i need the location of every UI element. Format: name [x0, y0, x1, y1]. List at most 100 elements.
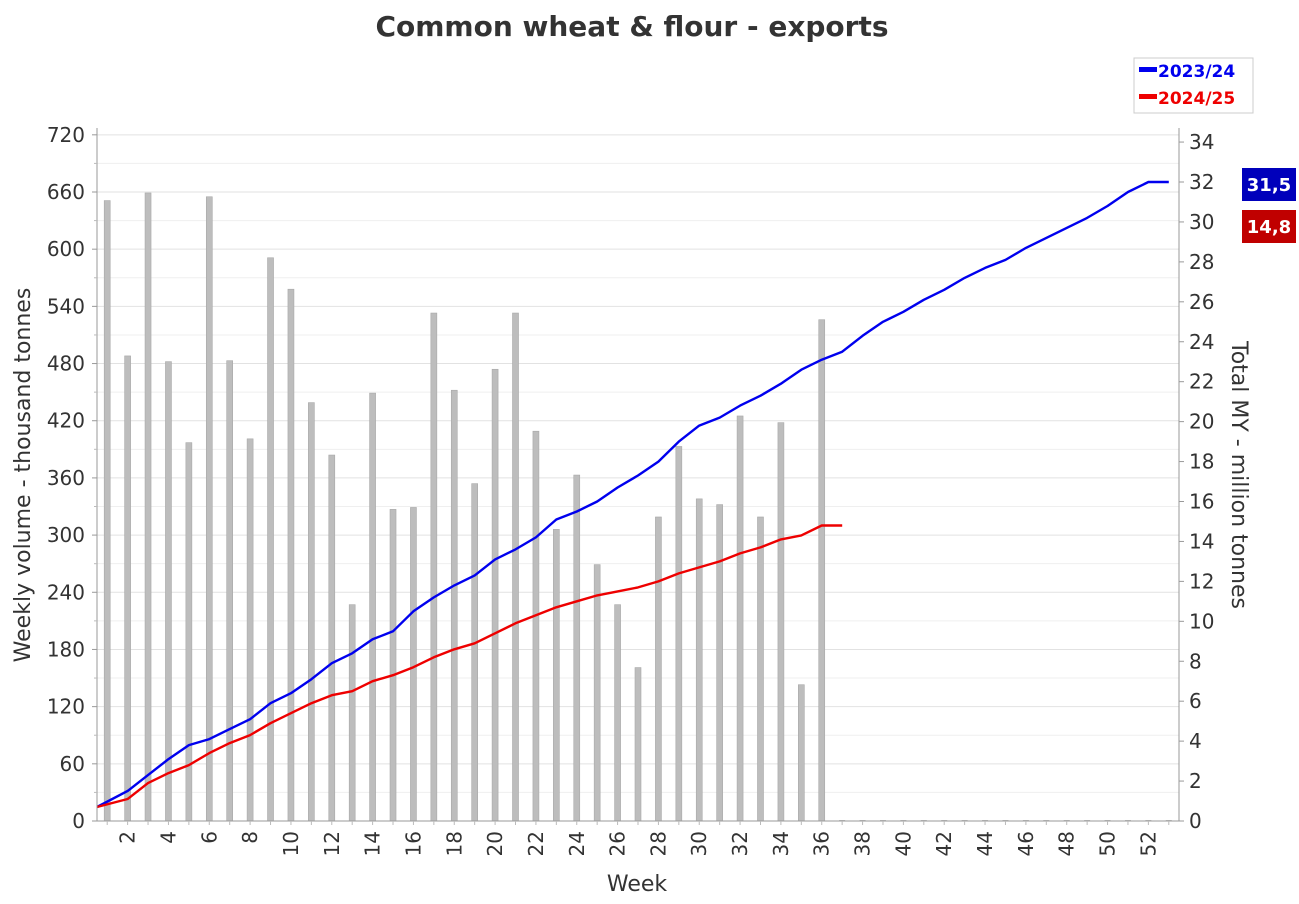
x-tick-label: 52 [1136, 831, 1160, 856]
y-left-tick-label: 420 [47, 409, 85, 433]
y-left-tick-label: 540 [47, 294, 85, 318]
bar-week-32 [736, 415, 744, 822]
bars [103, 192, 1172, 822]
bar-week-19 [471, 483, 478, 822]
x-tick-label: 24 [565, 831, 589, 856]
chart-title: Common wheat & flour - exports [375, 10, 888, 43]
x-tick-label: 10 [279, 831, 303, 856]
x-tick-label: 48 [1055, 831, 1079, 856]
bar-week-9 [267, 257, 274, 822]
x-tick-label: 42 [932, 831, 956, 856]
x-tick-label: 18 [442, 831, 466, 856]
bar-week-23 [553, 529, 560, 822]
y-right-tick-label: 16 [1189, 490, 1214, 514]
legend-label-2024-25: 2024/25 [1158, 89, 1235, 109]
bar-week-6 [205, 196, 213, 822]
bar-week-16 [410, 507, 417, 822]
y-left-tick-label: 660 [47, 180, 85, 204]
legend-swatch-2023-24 [1139, 67, 1157, 72]
badge-2023-24-label: 31,5 [1247, 175, 1291, 196]
bar-week-3 [144, 192, 152, 822]
y-left-axis-label: Weekly volume - thousand tonnes [11, 288, 36, 663]
badge-2023-24 [1242, 168, 1296, 201]
x-tick-label: 44 [973, 831, 997, 856]
x-ticks: 2 4 6 8 10 12 14 16 18 20 22 24 26 28 30 32 34 36 38 40 42 44… [106, 821, 1170, 856]
y-right-tick-label: 6 [1189, 689, 1202, 713]
series-lines [96, 180, 1169, 809]
x-tick-label: 30 [687, 831, 711, 856]
y-right-tick-label: 32 [1189, 170, 1214, 194]
y-right-tick-label: 10 [1189, 609, 1214, 633]
x-tick-label: 6 [197, 831, 221, 844]
y-left-tick-label: 240 [47, 580, 85, 604]
bar-week-25 [593, 564, 601, 822]
x-tick-label: 12 [320, 831, 344, 856]
y-right-tick-label: 26 [1189, 290, 1214, 314]
bar-week-13 [348, 604, 356, 822]
y-right-tick-label: 22 [1189, 370, 1214, 394]
y-right-tick-label: 12 [1189, 569, 1214, 593]
x-tick-label: 14 [361, 831, 385, 856]
bar-week-29 [675, 446, 683, 822]
bar-week-12 [328, 454, 336, 822]
legend-swatch-2024-25 [1139, 94, 1157, 99]
y-left-tick-label: 180 [47, 637, 85, 661]
y-left-tick-label: 300 [47, 523, 85, 547]
x-tick-label: 8 [238, 831, 262, 844]
legend-label-2023-24: 2023/24 [1158, 62, 1235, 82]
series-line-2023-24 [96, 180, 1169, 809]
x-tick-label: 16 [401, 831, 425, 856]
bar-week-18 [450, 389, 458, 822]
y-right-tick-label: 14 [1189, 529, 1214, 553]
x-tick-label: 36 [810, 831, 834, 856]
y-left-tick-label: 60 [60, 752, 85, 776]
x-axis-label: Week [607, 872, 668, 897]
y-right-tick-label: 24 [1189, 330, 1214, 354]
x-tick-label: 46 [1014, 831, 1038, 856]
bar-week-14 [369, 392, 376, 822]
bar-week-31 [716, 504, 723, 822]
y-right-tick-label: 30 [1189, 210, 1214, 234]
bar-week-35 [798, 684, 805, 822]
bar-week-8 [246, 438, 254, 822]
y-left-tick-label: 600 [47, 237, 85, 261]
bar-week-28 [655, 516, 662, 822]
y-right-tick-label: 28 [1189, 250, 1214, 274]
bar-week-2 [124, 355, 131, 822]
y-right-tick-label: 20 [1189, 410, 1214, 434]
y-left-tick-label: 360 [47, 466, 85, 490]
x-tick-label: 40 [891, 831, 915, 856]
badge-2024-25 [1242, 210, 1296, 243]
bar-week-26 [614, 604, 621, 822]
bar-week-34 [777, 422, 785, 822]
bar-week-4 [165, 361, 172, 822]
bar-week-17 [430, 312, 438, 822]
legend: 2023/24 2024/25 [1133, 57, 1254, 114]
bar-week-1 [103, 200, 111, 822]
bar-week-33 [757, 516, 764, 822]
bar-week-24 [573, 474, 581, 822]
bar-week-30 [695, 498, 703, 822]
y-right-tick-label: 34 [1189, 130, 1214, 154]
y-right-tick-label: 0 [1189, 809, 1202, 833]
bar-week-10 [287, 288, 295, 822]
x-tick-label: 20 [483, 831, 507, 856]
y-left-ticks: 0 60 120 180 240 300 360 420 480 540 600 660 720 [47, 123, 97, 833]
bar-week-11 [308, 402, 315, 822]
bar-week-20 [491, 368, 499, 822]
y-left-tick-label: 0 [72, 809, 85, 833]
bar-week-36 [818, 319, 826, 822]
y-right-tick-label: 18 [1189, 450, 1214, 474]
bar-week-27 [634, 667, 642, 822]
y-right-tick-label: 8 [1189, 649, 1202, 673]
series-line-2024-25 [96, 524, 843, 809]
y-left-tick-label: 480 [47, 352, 85, 376]
x-tick-label: 28 [646, 831, 670, 856]
y-right-axis-label: Total MY - million tonnes [1226, 340, 1251, 609]
bar-week-22 [532, 430, 540, 822]
badge-2024-25-label: 14,8 [1247, 217, 1291, 238]
x-tick-label: 22 [524, 831, 548, 856]
bar-week-15 [389, 509, 397, 822]
